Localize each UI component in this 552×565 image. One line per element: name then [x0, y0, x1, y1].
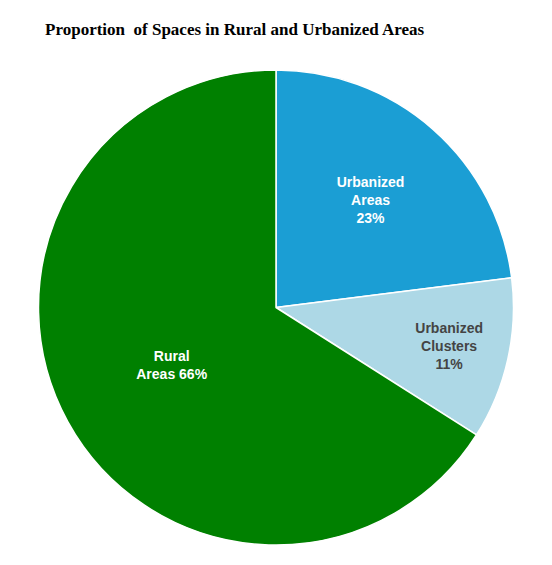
svg-text:RuralAreas 66%: RuralAreas 66%: [136, 348, 207, 382]
svg-text:UrbanizedClusters11%: UrbanizedClusters11%: [415, 320, 483, 372]
svg-text:Proportion of Spaces in Rural: Proportion of Spaces in Rural and Urbani…: [45, 20, 424, 39]
svg-text:UrbanizedAreas23%: UrbanizedAreas23%: [337, 174, 405, 226]
